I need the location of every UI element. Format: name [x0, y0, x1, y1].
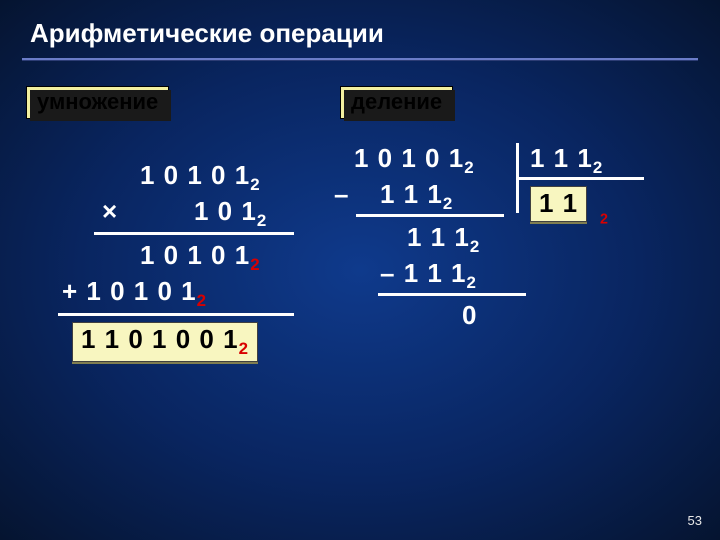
mult-partial2-digits: 1 0 1 0 1 — [86, 276, 196, 306]
div-step1-sub: 2 — [443, 194, 453, 213]
div-step1: 1 1 12 — [380, 179, 453, 214]
mult-result-digits: 1 1 0 1 0 0 1 — [81, 324, 239, 354]
mult-partial2: + 1 0 1 0 12 — [62, 276, 207, 311]
page-number: 53 — [688, 513, 702, 528]
div-step3-sub: 2 — [467, 273, 477, 292]
div-step3-minus-icon: – — [380, 258, 404, 288]
div-step2: 1 1 12 — [407, 222, 480, 257]
div-rule-1 — [356, 214, 504, 217]
div-quotient-digits: 1 1 — [539, 188, 578, 218]
label-multiplication: умножение — [26, 86, 169, 119]
div-divisor: 1 1 12 — [530, 143, 603, 178]
label-division: деление — [340, 86, 453, 119]
div-step2-digits: 1 1 1 — [407, 222, 470, 252]
mult-partial2-sub: 2 — [197, 291, 207, 310]
div-rule-2 — [378, 293, 526, 296]
multiply-icon: × — [102, 196, 118, 226]
div-step3: – 1 1 12 — [380, 258, 477, 293]
div-quotient-sub: 2 — [600, 211, 609, 227]
div-final-remainder: 0 — [462, 300, 477, 331]
mult-operand2-sub: 2 — [257, 211, 267, 230]
mult-partial1-digits: 1 0 1 0 1 — [140, 240, 250, 270]
div-step2-sub: 2 — [470, 237, 480, 256]
mult-operand1: 1 0 1 0 12 — [140, 160, 261, 195]
mult-partial1-sub: 2 — [250, 255, 260, 274]
div-divisor-digits: 1 1 1 — [530, 143, 593, 173]
mult-plus-icon: + — [62, 276, 86, 306]
div-dividend: 1 0 1 0 12 — [354, 143, 475, 178]
div-bracket-horizontal — [516, 177, 644, 180]
div-dividend-sub: 2 — [464, 158, 474, 177]
div-quotient-sub-outside: 2 — [600, 198, 609, 227]
slide-title: Арифметические операции — [30, 18, 384, 49]
mult-result-sub: 2 — [239, 339, 249, 358]
div-divisor-sub: 2 — [593, 158, 603, 177]
mult-operand1-digits: 1 0 1 0 1 — [140, 160, 250, 190]
mult-partial1: 1 0 1 0 12 — [140, 240, 261, 275]
title-underline — [22, 58, 698, 61]
mult-operand2-digits: 1 0 1 — [194, 196, 257, 226]
div-dividend-digits: 1 0 1 0 1 — [354, 143, 464, 173]
mult-operand1-sub: 2 — [250, 175, 260, 194]
mult-rule-1 — [94, 232, 294, 235]
mult-rule-2 — [58, 313, 294, 316]
mult-result-box: 1 1 0 1 0 0 12 — [72, 322, 258, 362]
slide-root: Арифметические операции умножение делени… — [0, 0, 720, 540]
mult-operand2: 1 0 12 — [194, 196, 267, 231]
div-step3-digits: 1 1 1 — [404, 258, 467, 288]
div-step1-minus: – — [334, 179, 349, 210]
div-step1-digits: 1 1 1 — [380, 179, 443, 209]
div-quotient-box: 1 1 — [530, 186, 587, 222]
mult-operator-row: × — [102, 196, 118, 227]
